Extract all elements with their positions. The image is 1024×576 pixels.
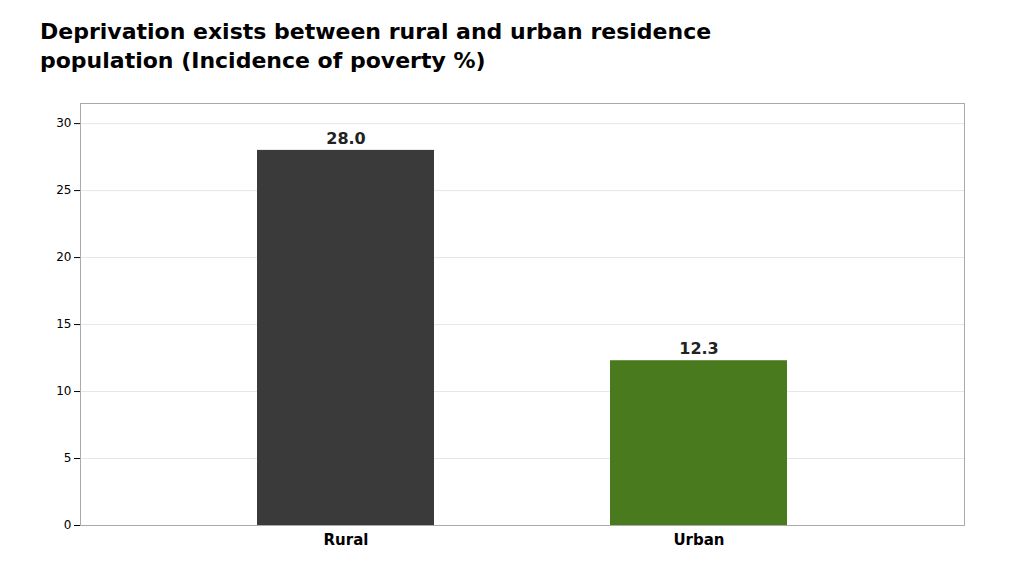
svg-text:25: 25 [56, 184, 71, 198]
html-text:population (Incidence of pover: population (Incidence of poverty %) [40, 47, 486, 73]
svg-text:Urban: Urban [673, 531, 724, 549]
svg-text:15: 15 [56, 318, 71, 332]
svg-text:30: 30 [56, 117, 71, 131]
html-text:Deprivation exists between rur: Deprivation exists between rural and urb… [40, 19, 712, 44]
svg-text:0: 0 [64, 519, 72, 533]
svg-text:10: 10 [56, 385, 71, 399]
svg-text:12.3: 12.3 [679, 339, 718, 358]
svg-text:5: 5 [64, 452, 72, 466]
svg-text:28.0: 28.0 [326, 129, 365, 148]
svg-text:20: 20 [56, 251, 71, 265]
svg-text:Rural: Rural [324, 531, 369, 549]
